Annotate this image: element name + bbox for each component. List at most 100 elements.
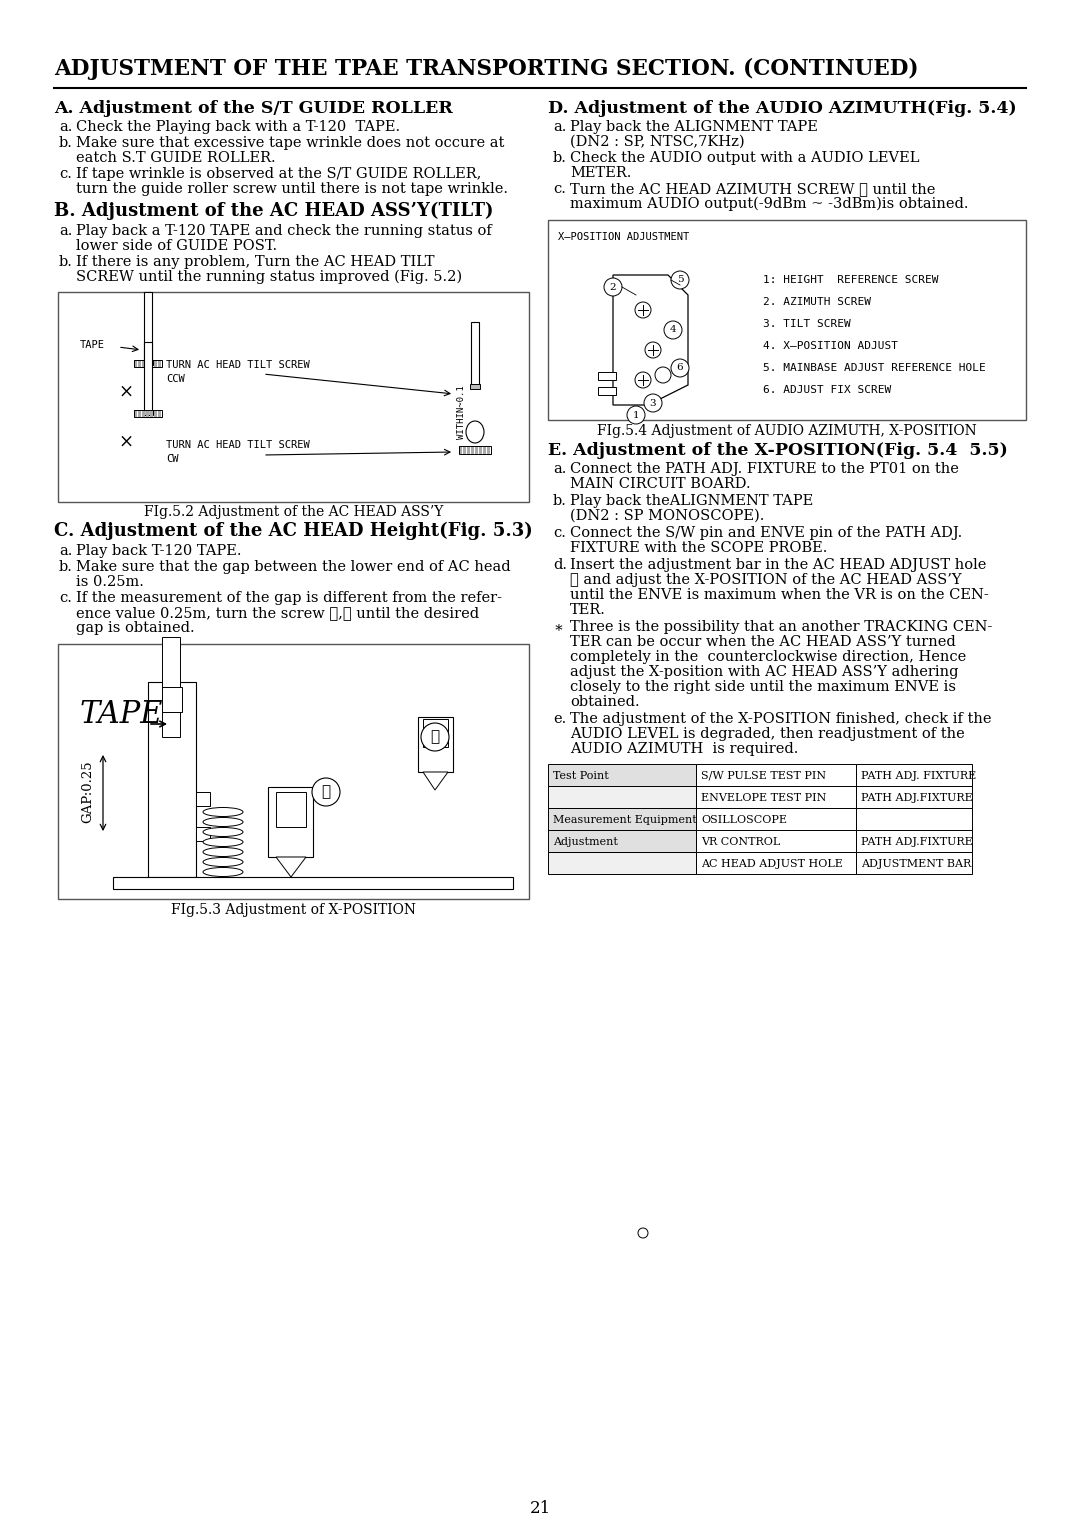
Text: e.: e. [553, 712, 566, 726]
Text: If there is any problem, Turn the AC HEAD TILT: If there is any problem, Turn the AC HEA… [76, 255, 434, 269]
Text: b.: b. [59, 136, 72, 150]
Bar [138, 410, 141, 417]
Text: closely to the right side until the maximum ENVE is: closely to the right side until the maxi… [570, 680, 956, 694]
Bar [146, 361, 149, 367]
Bar [144, 292, 152, 367]
Text: c.: c. [59, 167, 72, 180]
Text: 5: 5 [677, 275, 684, 284]
Text: Play back theALIGNMENT TAPE: Play back theALIGNMENT TAPE [570, 494, 813, 507]
Text: b.: b. [59, 255, 72, 269]
Text: 3: 3 [650, 399, 657, 408]
Bar [696, 764, 856, 785]
Text: ×: × [119, 432, 134, 451]
Text: S/W PULSE TEST PIN: S/W PULSE TEST PIN [701, 772, 826, 781]
Bar [598, 371, 616, 380]
Text: 2. AZIMUTH SCREW: 2. AZIMUTH SCREW [764, 296, 872, 307]
Ellipse shape [203, 828, 243, 836]
Bar [475, 446, 478, 454]
Bar [463, 446, 465, 454]
Bar [134, 410, 137, 417]
Circle shape [627, 406, 645, 423]
Text: ence value 0.25m, turn the screw ①,③ until the desired: ence value 0.25m, turn the screw ①,③ unt… [76, 607, 480, 620]
Bar [141, 410, 145, 417]
Text: ∗: ∗ [553, 620, 563, 634]
Text: 2: 2 [610, 283, 617, 292]
Text: If the measurement of the gap is different from the refer-: If the measurement of the gap is differe… [76, 591, 502, 605]
Text: METER.: METER. [570, 167, 632, 180]
Text: TAPE: TAPE [80, 698, 163, 730]
Bar [150, 410, 153, 417]
Bar [856, 764, 972, 785]
Bar [459, 446, 491, 454]
Text: d.: d. [553, 558, 567, 571]
Text: Check the AUDIO output with a AUDIO LEVEL: Check the AUDIO output with a AUDIO LEVE… [570, 151, 919, 165]
Bar [418, 717, 453, 772]
Circle shape [635, 371, 651, 388]
Text: Test Point: Test Point [553, 772, 609, 781]
Bar [467, 446, 470, 454]
Text: until the ENVE is maximum when the VR is on the CEN-: until the ENVE is maximum when the VR is… [570, 588, 989, 602]
Text: 6: 6 [677, 364, 684, 373]
Text: MAIN CIRCUIT BOARD.: MAIN CIRCUIT BOARD. [570, 477, 751, 490]
Text: ④ and adjust the X-POSITION of the AC HEAD ASS’Y: ④ and adjust the X-POSITION of the AC HE… [570, 573, 961, 587]
Bar [856, 830, 972, 853]
Bar [150, 361, 153, 367]
Text: AC HEAD ADJUST HOLE: AC HEAD ADJUST HOLE [701, 859, 842, 869]
Circle shape [644, 394, 662, 413]
Text: FIg.5.2 Adjustment of the AC HEAD ASS’Y: FIg.5.2 Adjustment of the AC HEAD ASS’Y [144, 504, 443, 520]
Ellipse shape [203, 868, 243, 877]
Text: c.: c. [59, 591, 72, 605]
Ellipse shape [465, 422, 484, 443]
Bar [134, 361, 137, 367]
Circle shape [664, 321, 681, 339]
Text: eatch S.T GUIDE ROLLER.: eatch S.T GUIDE ROLLER. [76, 151, 275, 165]
Text: OSILLOSCOPE: OSILLOSCOPE [701, 814, 787, 825]
Text: (DN2 : SP MONOSCOPE).: (DN2 : SP MONOSCOPE). [570, 509, 765, 523]
Text: SCREW until the running status improved (Fig. 5.2): SCREW until the running status improved … [76, 270, 462, 284]
Text: E. Adjustment of the X-POSITION(Fig. 5.4  5.5): E. Adjustment of the X-POSITION(Fig. 5.4… [548, 442, 1008, 458]
Bar [195, 792, 210, 805]
Text: ①: ① [322, 785, 330, 799]
Bar [58, 643, 529, 898]
Text: a.: a. [59, 121, 72, 134]
Text: CW: CW [166, 454, 178, 465]
Bar [696, 808, 856, 830]
Ellipse shape [203, 807, 243, 816]
Bar [598, 387, 616, 396]
Text: c.: c. [553, 182, 566, 196]
Bar [154, 410, 157, 417]
Text: B. Adjustment of the AC HEAD ASS’Y(TILT): B. Adjustment of the AC HEAD ASS’Y(TILT) [54, 202, 494, 220]
Bar [134, 410, 162, 417]
Text: c.: c. [553, 526, 566, 539]
Circle shape [635, 303, 651, 318]
Text: adjust the X-position with AC HEAD ASS’Y adhering: adjust the X-position with AC HEAD ASS’Y… [570, 665, 959, 678]
Bar [548, 220, 1026, 420]
Text: ADJUSTMENT BAR: ADJUSTMENT BAR [861, 859, 971, 869]
Text: TER.: TER. [570, 604, 606, 617]
Bar [134, 361, 162, 367]
Bar [471, 322, 480, 387]
Text: PATH ADJ. FIXTURE: PATH ADJ. FIXTURE [861, 772, 976, 781]
Text: Check the Playing back with a T-120  TAPE.: Check the Playing back with a T-120 TAPE… [76, 121, 400, 134]
Bar [470, 384, 480, 390]
Text: ADJUSTMENT OF THE TPAE TRANSPORTING SECTION. (CONTINUED): ADJUSTMENT OF THE TPAE TRANSPORTING SECT… [54, 58, 918, 79]
Bar [143, 410, 153, 416]
Text: 21: 21 [529, 1500, 551, 1517]
Bar [548, 853, 696, 874]
Text: a.: a. [553, 121, 566, 134]
Bar [158, 361, 161, 367]
Text: TER can be occur when the AC HEAD ASS’Y turned: TER can be occur when the AC HEAD ASS’Y … [570, 636, 956, 649]
Ellipse shape [203, 857, 243, 866]
Bar [58, 292, 529, 503]
Bar [276, 792, 306, 827]
Text: CCW: CCW [166, 374, 185, 384]
Text: is 0.25m.: is 0.25m. [76, 575, 144, 588]
Text: b.: b. [553, 494, 567, 507]
Text: ③: ③ [431, 730, 440, 744]
Text: gap is obtained.: gap is obtained. [76, 620, 194, 636]
Text: a.: a. [59, 225, 72, 238]
Text: maximum AUDIO output(-9dBm ~ -3dBm)is obtained.: maximum AUDIO output(-9dBm ~ -3dBm)is ob… [570, 197, 969, 211]
Bar [158, 410, 161, 417]
Text: lower side of GUIDE POST.: lower side of GUIDE POST. [76, 238, 278, 254]
Text: 1: 1 [633, 411, 639, 420]
